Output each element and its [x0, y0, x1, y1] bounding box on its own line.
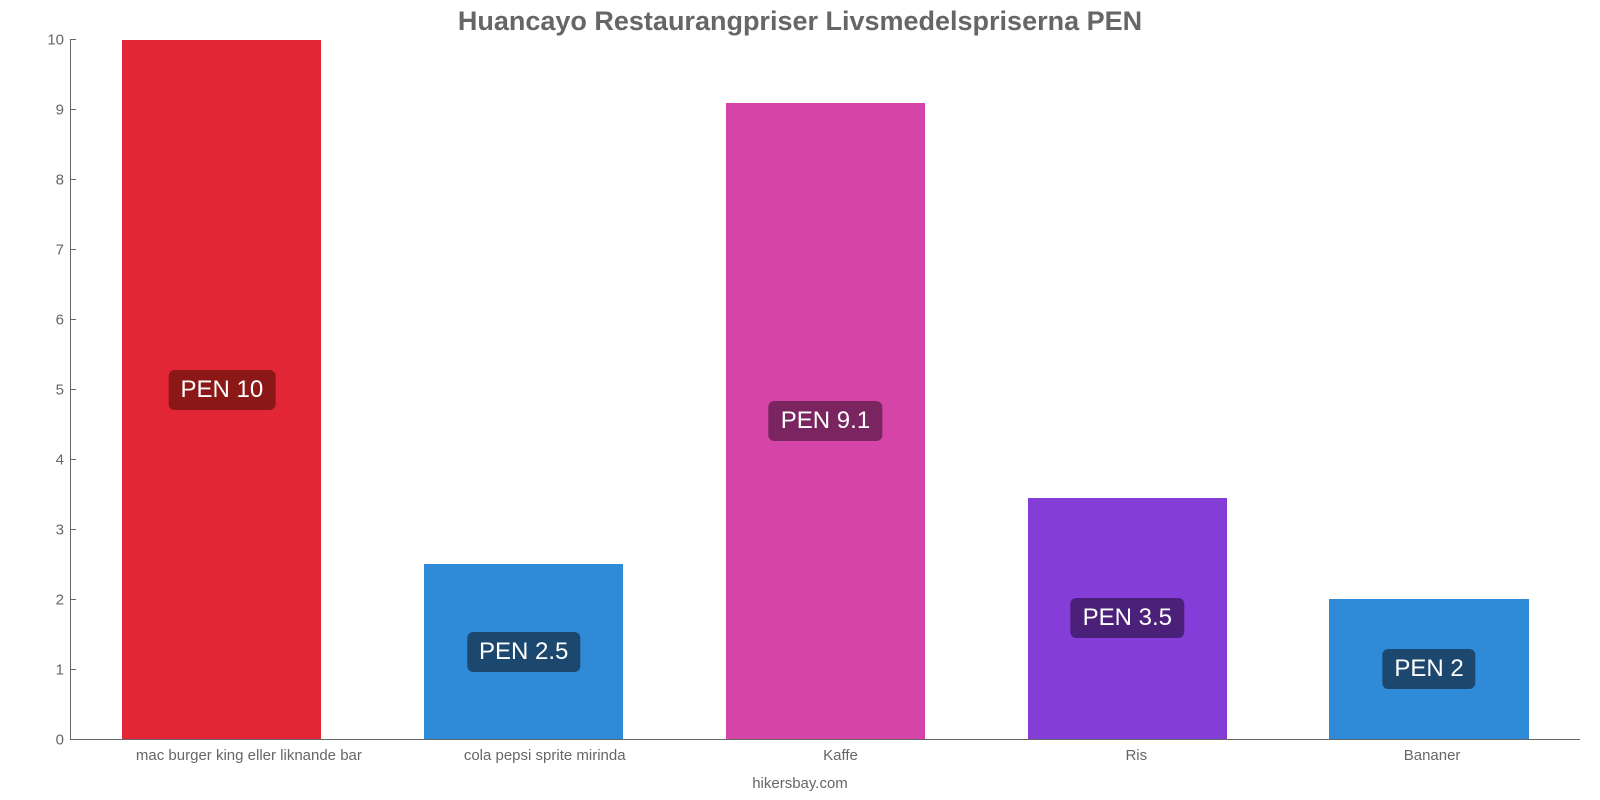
- x-axis-label: Ris: [988, 747, 1284, 764]
- x-axis-label: cola pepsi sprite mirinda: [397, 747, 693, 764]
- y-tick-label: 8: [56, 172, 64, 189]
- bar-value-label: PEN 3.5: [1071, 598, 1184, 638]
- y-tick-label: 3: [56, 522, 64, 539]
- chart-title: Huancayo Restaurangpriser Livsmedelspris…: [0, 0, 1600, 37]
- y-tick-label: 2: [56, 592, 64, 609]
- bar-slot: PEN 2: [1278, 40, 1580, 739]
- bar-value-label: PEN 9.1: [769, 401, 882, 441]
- y-tick-label: 1: [56, 662, 64, 679]
- bar-value-label: PEN 2.5: [467, 632, 580, 672]
- bars-container: PEN 10 PEN 2.5 PEN 9.1 PEN 3.5 PEN 2: [71, 40, 1580, 739]
- bar-slot: PEN 9.1: [675, 40, 977, 739]
- y-tick-label: 9: [56, 102, 64, 119]
- bar-slot: PEN 2.5: [373, 40, 675, 739]
- y-axis: 012345678910: [40, 40, 70, 740]
- x-axis-label: Kaffe: [693, 747, 989, 764]
- bar-value-label: PEN 10: [169, 370, 276, 410]
- x-axis-label: mac burger king eller liknande bar: [101, 747, 397, 764]
- y-tick-label: 5: [56, 382, 64, 399]
- chart-area: 012345678910 PEN 10PEN 2.5PEN 9.1PEN 3.5…: [40, 40, 1580, 740]
- y-tick-label: 0: [56, 732, 64, 749]
- y-tick-label: 4: [56, 452, 64, 469]
- x-axis-labels: mac burger king eller liknande barcola p…: [101, 747, 1580, 764]
- bar-value-label: PEN 2: [1382, 649, 1475, 689]
- bar-slot: PEN 3.5: [976, 40, 1278, 739]
- x-axis-label: Bananer: [1284, 747, 1580, 764]
- y-tick-label: 10: [47, 32, 64, 49]
- bar-slot: PEN 10: [71, 40, 373, 739]
- credit-text: hikersbay.com: [0, 775, 1600, 792]
- y-tick-label: 6: [56, 312, 64, 329]
- plot-area: PEN 10PEN 2.5PEN 9.1PEN 3.5PEN 2 mac bur…: [70, 40, 1580, 740]
- y-tick-label: 7: [56, 242, 64, 259]
